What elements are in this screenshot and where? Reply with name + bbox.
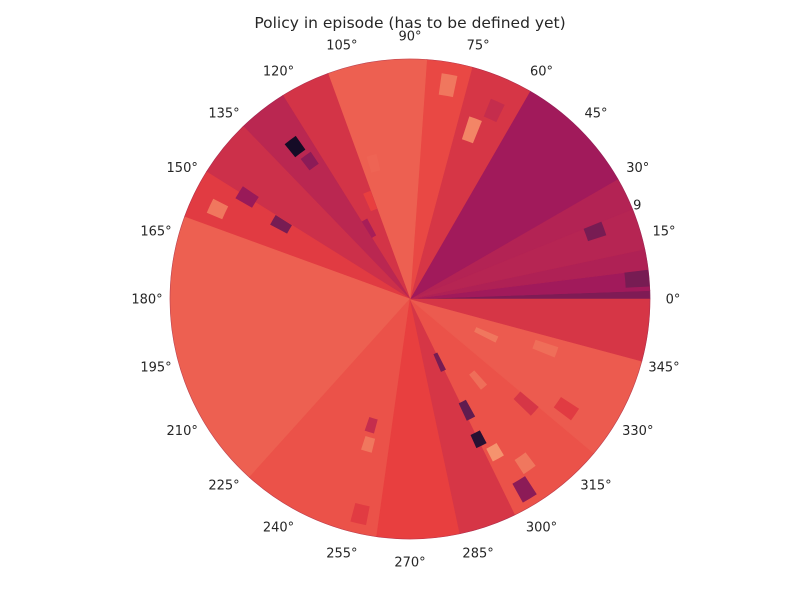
theta-tick-label: 90° <box>398 30 421 45</box>
polar-cell-12 <box>624 269 650 288</box>
polar-cell-18 <box>514 452 536 475</box>
theta-tick-label: 30° <box>626 161 649 176</box>
polar-cell-15 <box>470 430 487 449</box>
theta-tick-label: 255° <box>326 547 357 562</box>
polar-cell-14 <box>458 399 476 421</box>
theta-tick-label: 285° <box>462 547 493 562</box>
polar-cells <box>206 73 650 526</box>
radial-tick-labels: 9 <box>633 198 641 213</box>
polar-cell-8 <box>461 116 482 144</box>
theta-tick-label: 120° <box>263 65 294 80</box>
polar-cell-21 <box>553 397 580 421</box>
theta-tick-label: 180° <box>131 293 162 308</box>
theta-tick-label: 270° <box>394 556 425 571</box>
polar-cell-3 <box>235 186 259 208</box>
polar-cell-7 <box>366 154 381 173</box>
theta-tick-label: 330° <box>622 424 653 439</box>
polar-cell-20 <box>513 391 539 416</box>
polar-cell-4 <box>206 198 229 220</box>
theta-tick-label: 225° <box>208 479 239 494</box>
polar-cell-5 <box>361 218 377 238</box>
theta-tick-label: 210° <box>167 424 198 439</box>
polar-cell-25 <box>474 327 499 343</box>
polar-cell-0 <box>284 135 306 158</box>
polar-cell-19 <box>469 370 488 390</box>
theta-tick-label: 165° <box>140 224 171 239</box>
theta-tick-labels: 0° 15° 30° 45° 60° 75° 90° 105° 120° 135° 150° 165°… <box>131 30 680 571</box>
polar-cell-23 <box>361 435 376 453</box>
chart-title: Policy in episode (has to be defined yet… <box>254 14 565 32</box>
polar-sectors <box>169 58 651 540</box>
theta-tick-label: 0° <box>666 293 681 308</box>
polar-cell-13 <box>433 352 446 372</box>
theta-tick-label: 75° <box>467 39 490 54</box>
theta-tick-label: 15° <box>652 224 675 239</box>
polar-cell-9 <box>483 98 505 123</box>
polar-cell-22 <box>364 417 378 434</box>
theta-tick-label: 315° <box>580 479 611 494</box>
theta-tick-label: 150° <box>167 161 198 176</box>
theta-tick-label: 135° <box>208 107 239 122</box>
polar-cell-10 <box>438 73 458 98</box>
theta-tick-label: 195° <box>140 361 171 376</box>
polar-cell-2 <box>270 215 292 234</box>
theta-tick-label: 45° <box>584 107 607 122</box>
theta-tick-label: 300° <box>526 520 557 535</box>
polar-cell-1 <box>300 151 319 171</box>
polar-outline <box>169 58 651 540</box>
radial-tick-label: 9 <box>633 198 641 213</box>
theta-tick-label: 60° <box>530 65 553 80</box>
theta-tick-label: 105° <box>326 39 357 54</box>
polar-cell-17 <box>512 476 537 503</box>
polar-cell-24 <box>350 503 370 526</box>
polar-cell-6 <box>363 190 378 212</box>
theta-tick-label: 240° <box>263 520 294 535</box>
polar-cell-16 <box>486 443 504 462</box>
polar-cell-11 <box>583 221 607 242</box>
theta-tick-label: 345° <box>648 361 679 376</box>
polar-cell-26 <box>532 339 559 358</box>
